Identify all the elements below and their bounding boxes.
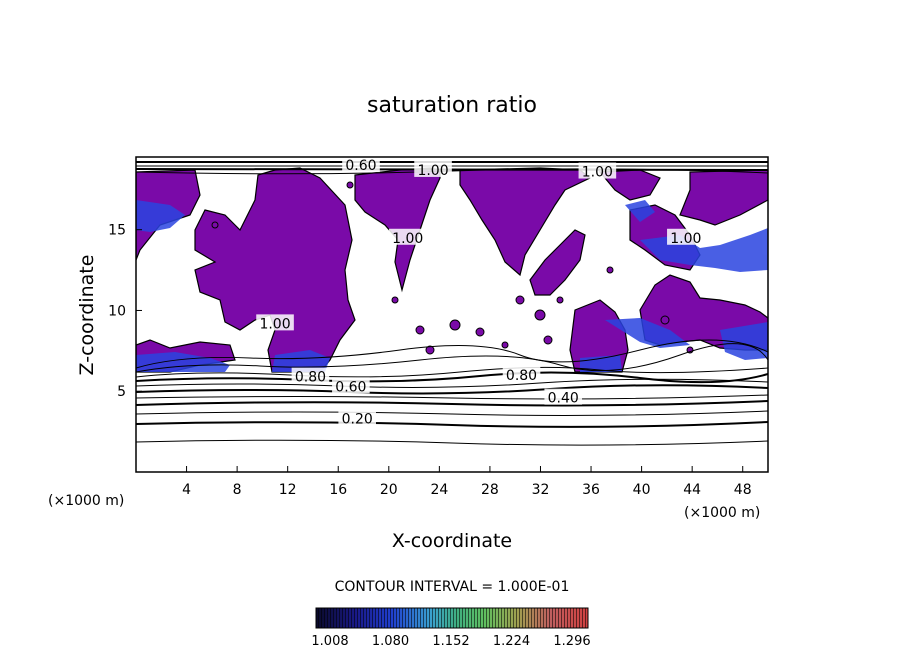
x-axis-label: X-coordinate xyxy=(392,530,512,552)
colorbar-segments xyxy=(316,608,588,628)
x-tick-label: 28 xyxy=(481,482,499,498)
contour-label-bg xyxy=(502,366,541,383)
contour-label: 1.00 xyxy=(417,163,448,179)
contour-label: 1.00 xyxy=(392,231,423,247)
colorbar-tick-label: 1.080 xyxy=(372,634,409,649)
contour-interval-label: CONTOUR INTERVAL = 1.000E-01 xyxy=(335,579,570,595)
plot-area: 0.20 0.40 0.60 0.80 0.80 0.60 1.00 1.00 1.00 1.00… xyxy=(136,157,768,446)
x-tick-label: 40 xyxy=(633,482,651,498)
cloud-fragments xyxy=(211,181,694,355)
y-tick-label: 15 xyxy=(108,223,126,239)
colorbar-tick-label: 1.224 xyxy=(493,634,530,649)
y-tick-label: 10 xyxy=(108,303,126,319)
contour-label-bg xyxy=(388,228,427,245)
contour-label: 0.60 xyxy=(345,158,376,174)
x-tick-label: 20 xyxy=(380,482,398,498)
colorbar: 1.008 1.080 1.152 1.224 1.296 xyxy=(311,607,591,649)
contour-lines xyxy=(136,161,768,446)
contour-label-bg xyxy=(578,162,617,179)
x-tick-label: 16 xyxy=(329,482,347,498)
colorbar-frame xyxy=(315,607,589,629)
contour-label: 0.60 xyxy=(335,379,366,395)
contour-label-bg xyxy=(256,314,294,331)
colorbar-tick-labels: 1.008 1.080 1.152 1.224 1.296 xyxy=(311,634,590,649)
colorbar-tick-label: 1.152 xyxy=(432,634,469,649)
colorbar-tick-label: 1.296 xyxy=(553,634,590,649)
x-axis-ticks: 4 8 12 16 20 24 28 32 36 40 44 48 xyxy=(182,466,752,498)
contour-label-bg xyxy=(342,157,380,173)
contour-label-bg xyxy=(544,388,583,405)
contour-label-bg xyxy=(332,377,370,394)
x-tick-label: 8 xyxy=(233,482,242,498)
contour-label: 1.00 xyxy=(582,165,613,181)
contour-label: 0.80 xyxy=(506,368,537,384)
x-tick-label: 24 xyxy=(430,482,448,498)
contour-label: 1.00 xyxy=(259,316,290,332)
colorbar-tick-label: 1.008 xyxy=(311,634,348,649)
x-tick-label: 12 xyxy=(279,482,297,498)
contour-label: 0.40 xyxy=(548,391,579,407)
plot-frame xyxy=(135,156,769,473)
x-tick-label: 36 xyxy=(582,482,600,498)
x-tick-label: 48 xyxy=(734,482,752,498)
contour-label-bg xyxy=(667,228,705,245)
y-tick-label: 5 xyxy=(117,384,126,400)
contour-label: 0.20 xyxy=(342,412,373,428)
contour-label: 1.00 xyxy=(670,231,701,247)
contour-label: 0.80 xyxy=(295,370,326,386)
x-tick-label: 44 xyxy=(683,482,701,498)
x-tick-label: 4 xyxy=(182,482,191,498)
x-tick-label: 32 xyxy=(532,482,550,498)
contour-label-bg xyxy=(338,409,376,426)
x-axis-unit-right: (×1000 m) xyxy=(684,505,760,521)
contour-label-bg xyxy=(414,160,452,177)
contour-labels: 0.20 0.40 0.60 0.80 0.80 0.60 1.00 1.00 1.00 1.00… xyxy=(256,157,705,428)
contour-label-bg xyxy=(291,367,330,384)
x-axis-unit-left: (×1000 m) xyxy=(48,493,124,509)
y-axis-label: Z-coordinate xyxy=(76,255,98,376)
chart-title: saturation ratio xyxy=(367,93,537,118)
y-axis-ticks: 5 10 15 xyxy=(108,223,142,400)
